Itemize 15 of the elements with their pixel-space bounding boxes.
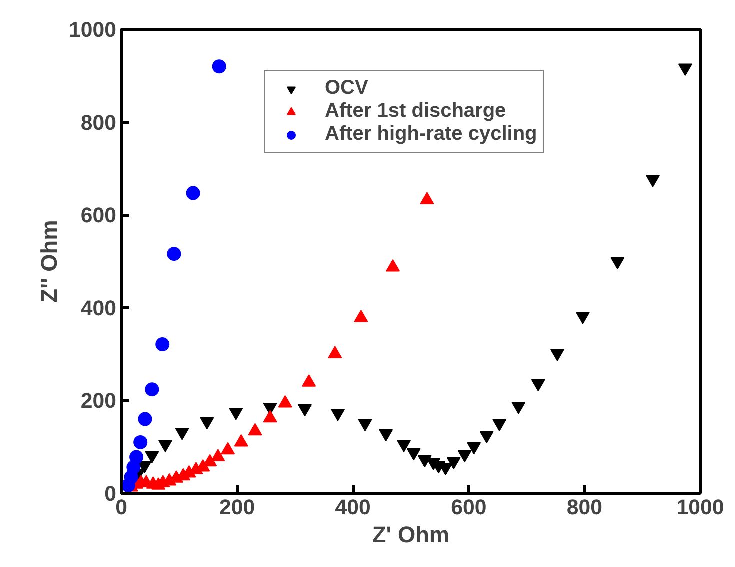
x-tick-label: 200 [220, 496, 256, 520]
x-axis-title: Z' Ohm [372, 522, 450, 548]
legend-label: After 1st discharge [325, 100, 506, 123]
legend-label: After high-rate cycling [325, 123, 538, 146]
legend-label: OCV [325, 77, 368, 100]
y-axis-title: Z'' Ohm [36, 220, 62, 303]
y-tick-label: 400 [80, 296, 117, 320]
x-tick-label: 400 [335, 496, 371, 520]
y-tick-label: 200 [80, 389, 117, 414]
y-tick-label: 800 [80, 110, 117, 135]
y-tick-label: 1000 [69, 18, 117, 42]
x-tick-label: 800 [566, 496, 602, 520]
x-tick-label: 600 [451, 496, 487, 520]
x-tick-label: 1000 [676, 496, 724, 520]
y-tick-label: 600 [80, 204, 117, 228]
